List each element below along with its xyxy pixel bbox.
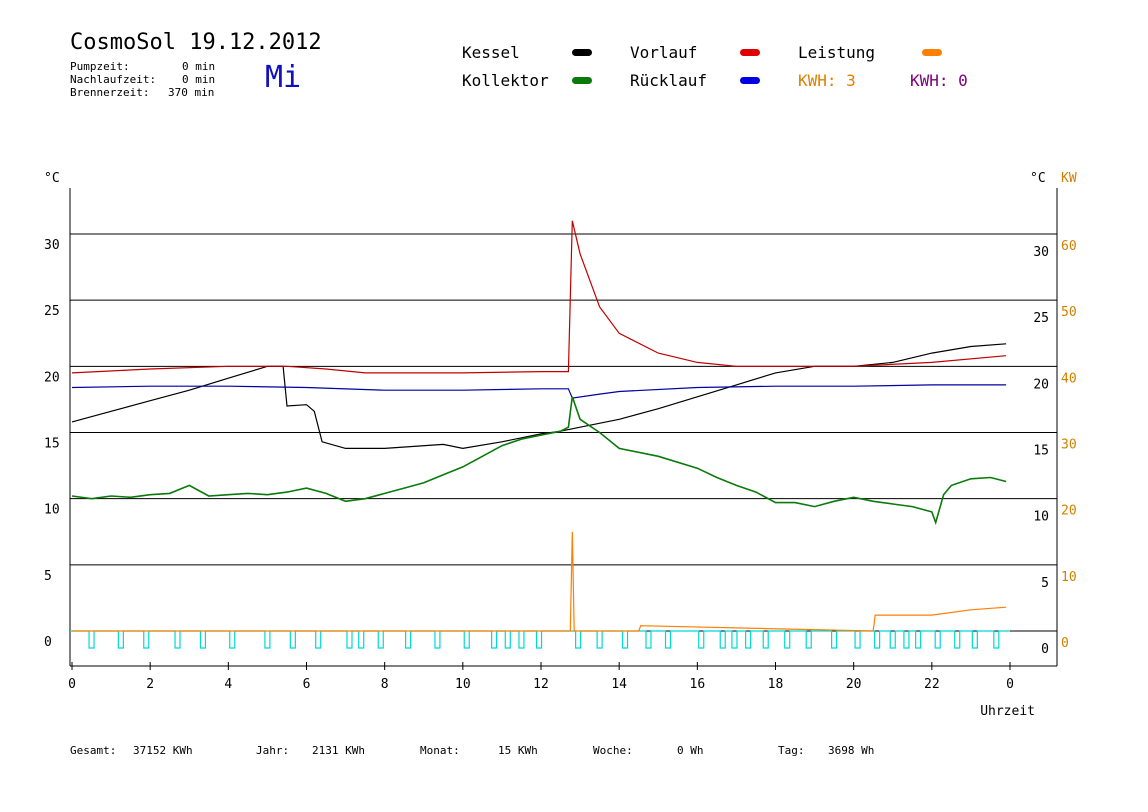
x-tick-label: 22 <box>924 677 940 692</box>
y-axis-unit-left: °C <box>44 171 60 186</box>
legend-kollektor-swatch <box>572 77 592 84</box>
chart-labels: 0 2 4 6 8 10 12 14 16 18 20 22 0 Uhrzeit 0 5 10 15 20 25 30 0… <box>44 171 1077 719</box>
y-tick-label-right: 30 <box>1033 245 1049 260</box>
y-tick-label-right: 0 <box>1041 642 1049 657</box>
x-tick-label: 12 <box>533 677 549 692</box>
footer-monat-value: 15 KWh <box>498 744 538 757</box>
legend-vorlauf-swatch <box>740 49 760 56</box>
legend-kwh-1: KWH: 3 <box>798 71 856 90</box>
x-axis-title: Uhrzeit <box>980 704 1035 719</box>
y-tick-label-kw: 0 <box>1061 636 1069 651</box>
footer-woche-label: Woche: <box>593 744 633 757</box>
y-tick-label-kw: 30 <box>1061 438 1077 453</box>
x-tick-label: 4 <box>224 677 232 692</box>
footer-tag-label: Tag: <box>778 744 805 757</box>
chart-axes <box>69 188 1058 670</box>
y-tick-label-left: 20 <box>44 370 60 385</box>
x-tick-label: 8 <box>381 677 389 692</box>
footer-tag-value: 3698 Wh <box>828 744 875 757</box>
x-tick-label: 6 <box>303 677 311 692</box>
y-tick-label-right: 25 <box>1033 311 1049 326</box>
legend-kessel: Kessel <box>462 43 520 62</box>
x-tick-label: 2 <box>146 677 154 692</box>
y-tick-label-left: 5 <box>44 569 52 584</box>
footer-gesamt-label: Gesamt: <box>70 744 117 757</box>
brennerzeit-value: 370 min <box>168 86 215 99</box>
x-tick-label: 16 <box>690 677 706 692</box>
x-tick-label: 0 <box>1006 677 1014 692</box>
legend-kessel-swatch <box>572 49 592 56</box>
y-tick-label-left: 0 <box>44 635 52 650</box>
y-tick-label-kw: 60 <box>1061 239 1077 254</box>
nachlaufzeit-value: 0 min <box>182 73 216 86</box>
pumpzeit-label: Pumpzeit: <box>70 60 130 73</box>
y-axis-unit-right: °C <box>1030 171 1046 186</box>
x-tick-label: 18 <box>768 677 784 692</box>
y-tick-label-right: 10 <box>1033 510 1049 525</box>
y-tick-label-kw: 40 <box>1061 371 1077 386</box>
y-tick-label-kw: 10 <box>1061 570 1077 585</box>
brennerzeit-label: Brennerzeit: <box>70 86 150 99</box>
y-tick-label-kw: 20 <box>1061 504 1077 519</box>
y-tick-label-left: 30 <box>44 238 60 253</box>
footer-gesamt-value: 37152 KWh <box>133 744 193 757</box>
footer-jahr-value: 2131 KWh <box>312 744 365 757</box>
nachlaufzeit-label: Nachlaufzeit: <box>70 73 157 86</box>
series-leistung <box>72 531 1007 632</box>
y-tick-label-right: 5 <box>1041 576 1049 591</box>
y-tick-label-kw: 50 <box>1061 305 1077 320</box>
weekday: Mi <box>265 60 302 95</box>
legend-leistung: Leistung <box>798 43 876 62</box>
legend-ruecklauf-swatch <box>740 77 760 84</box>
series-pump <box>70 630 1010 649</box>
series-ruecklauf <box>71 384 1007 399</box>
y-axis-unit-kw: KW <box>1061 171 1077 186</box>
y-tick-label-left: 10 <box>44 503 60 518</box>
footer-woche-value: 0 Wh <box>677 744 704 757</box>
legend-ruecklauf: Rücklauf <box>630 71 708 90</box>
y-tick-label-right: 15 <box>1033 444 1049 459</box>
x-tick-label: 0 <box>68 677 76 692</box>
x-tick-label: 14 <box>611 677 627 692</box>
x-tick-label: 10 <box>455 677 471 692</box>
legend-vorlauf: Vorlauf <box>630 43 698 62</box>
footer-monat-label: Monat: <box>420 744 460 757</box>
chart-series <box>70 220 1010 649</box>
x-tick-label: 20 <box>846 677 862 692</box>
y-tick-label-left: 25 <box>44 304 60 319</box>
chart-grid <box>70 233 1057 632</box>
legend-kollektor: Kollektor <box>462 71 549 90</box>
series-vorlauf <box>71 220 1007 374</box>
pumpzeit-value: 0 min <box>182 60 216 73</box>
chart-title: CosmoSol 19.12.2012 <box>70 30 322 55</box>
legend-kwh-2: KWH: 0 <box>910 71 968 90</box>
series-kollektor <box>71 396 1007 526</box>
y-tick-label-left: 15 <box>44 437 60 452</box>
legend-leistung-swatch <box>922 49 942 56</box>
y-tick-label-right: 20 <box>1033 377 1049 392</box>
footer-jahr-label: Jahr: <box>256 744 290 757</box>
